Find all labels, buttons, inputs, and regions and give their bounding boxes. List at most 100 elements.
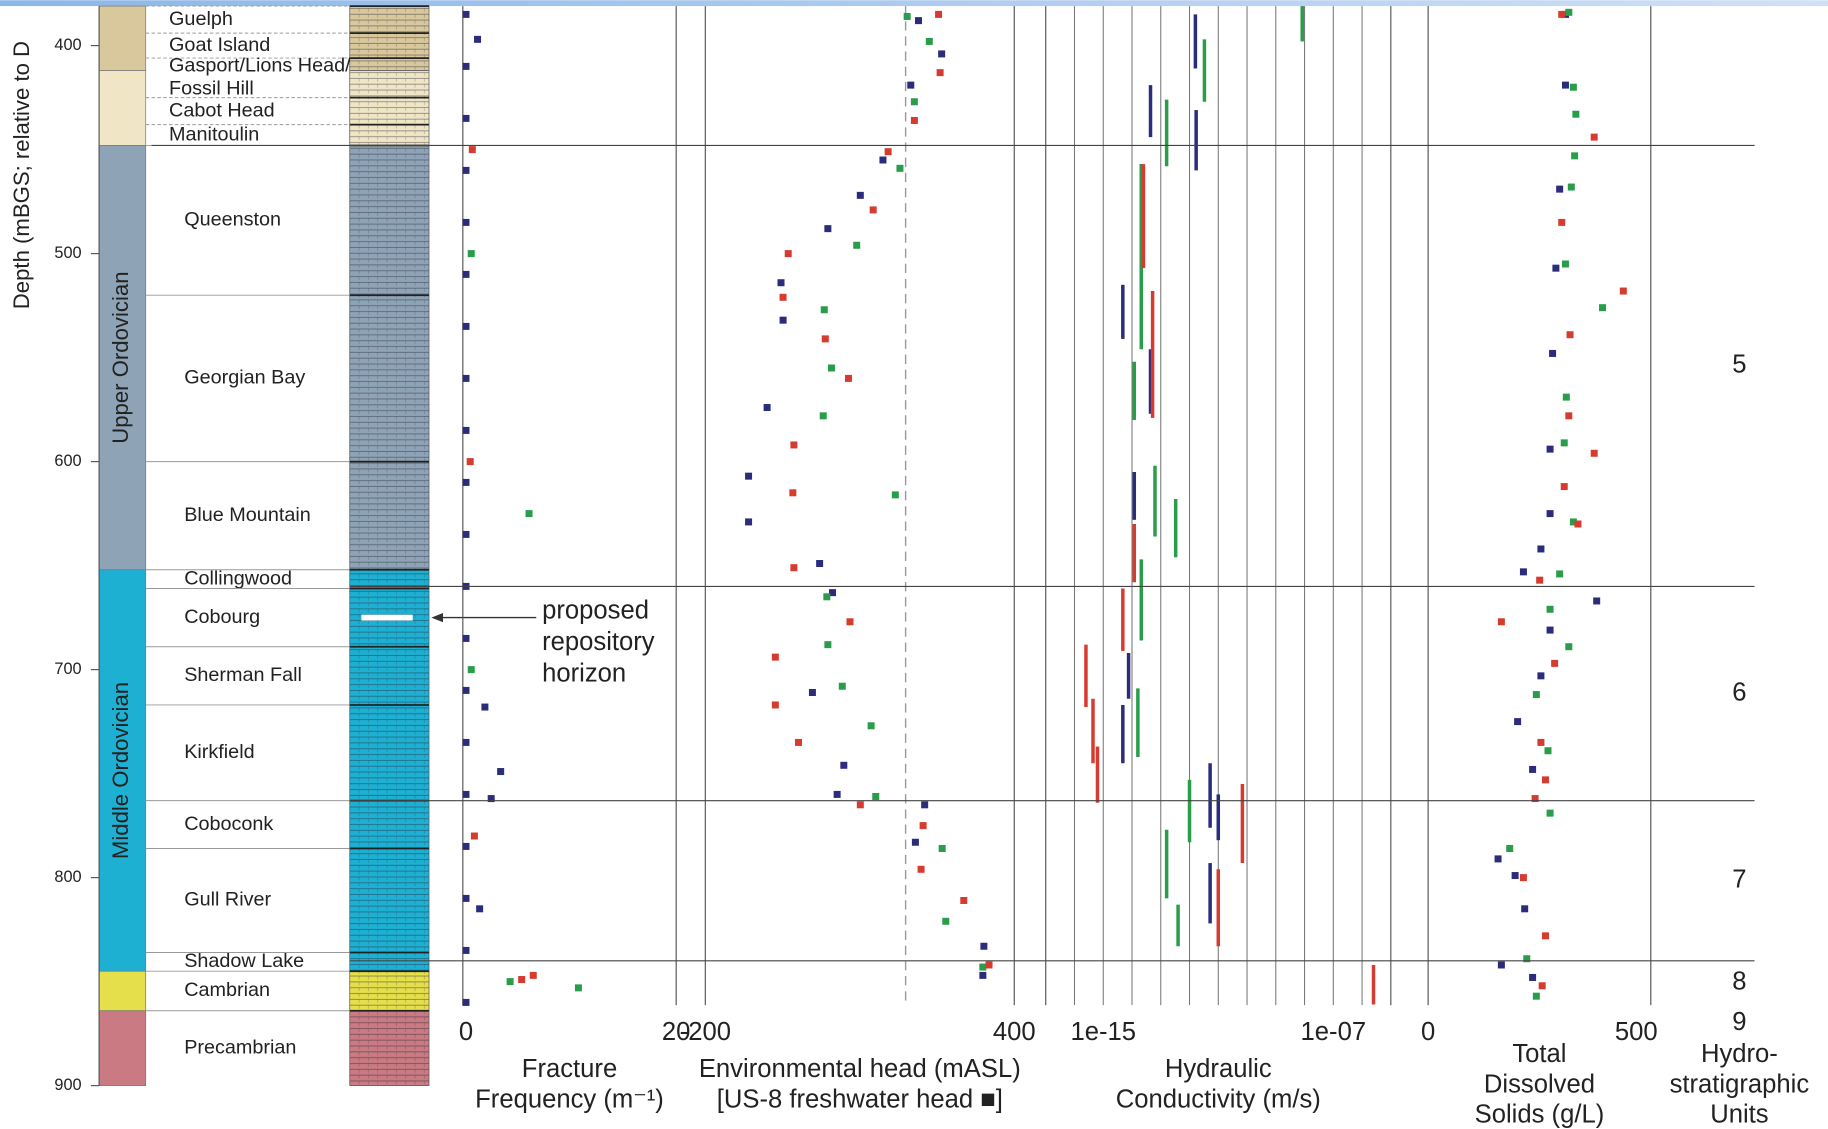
lithology-pattern (350, 570, 429, 971)
data-point (462, 687, 469, 694)
data-point (834, 791, 841, 798)
data-point (816, 560, 823, 567)
data-point (507, 978, 514, 985)
x-axis-title: Fracture (522, 1055, 617, 1083)
data-point (1561, 483, 1568, 490)
data-point (942, 918, 949, 925)
x-axis-title: Units (1710, 1101, 1768, 1129)
data-point (462, 427, 469, 434)
data-point (872, 793, 879, 800)
formation-label: Cabot Head (169, 99, 275, 121)
data-point (462, 947, 469, 954)
data-point (1556, 570, 1563, 577)
data-point (790, 441, 797, 448)
data-point (462, 895, 469, 902)
data-point (1561, 439, 1568, 446)
data-point (462, 479, 469, 486)
data-point (1593, 597, 1600, 604)
y-tick-label: 600 (54, 452, 81, 470)
data-point (474, 36, 481, 43)
lithology-pattern (350, 145, 429, 569)
data-point (935, 11, 942, 18)
data-point (795, 739, 802, 746)
data-point (1495, 855, 1502, 862)
data-point (847, 618, 854, 625)
data-point (1506, 845, 1513, 852)
data-point (1562, 82, 1569, 89)
data-point (1591, 450, 1598, 457)
y-tick-label: 500 (54, 244, 81, 262)
data-point (780, 317, 787, 324)
data-point (937, 69, 944, 76)
x-axis-title: Hydro- (1701, 1040, 1778, 1068)
data-point (790, 564, 797, 571)
data-point (1591, 134, 1598, 141)
x-tick-label: -200 (680, 1018, 731, 1046)
formation-label: Fossil Hill (169, 78, 254, 100)
system-block (99, 1011, 146, 1086)
data-point (912, 839, 919, 846)
data-point (821, 306, 828, 313)
formation-label: Georgian Bay (184, 367, 305, 389)
formation-label: Gasport/Lions Head/ (169, 54, 351, 76)
x-tick-label: 500 (1615, 1018, 1658, 1046)
x-axis-title: Dissolved (1484, 1070, 1595, 1098)
page: {"chart_data": [ {"type": "stratigraphy"… (0, 0, 1828, 1129)
data-point (476, 905, 483, 912)
data-point (911, 98, 918, 105)
data-point (1562, 261, 1569, 268)
data-point (745, 473, 752, 480)
data-point (462, 271, 469, 278)
data-point (1529, 974, 1536, 981)
formation-label: Shadow Lake (184, 950, 304, 972)
y-tick-label: 800 (54, 868, 81, 886)
data-point (920, 822, 927, 829)
data-point (1558, 219, 1565, 226)
data-point (885, 148, 892, 155)
x-axis-title: Total (1512, 1040, 1566, 1068)
formation-label: Guelph (169, 8, 233, 30)
data-point (1529, 766, 1536, 773)
system-block (99, 71, 146, 146)
data-point (918, 866, 925, 873)
data-point (1512, 872, 1519, 879)
system-label: Upper Ordovician (108, 271, 133, 443)
data-point (462, 843, 469, 850)
formation-label: Sherman Fall (184, 664, 302, 686)
data-point (462, 791, 469, 798)
data-point (469, 146, 476, 153)
data-point (1498, 618, 1505, 625)
data-point (462, 115, 469, 122)
data-point (462, 219, 469, 226)
data-point (471, 833, 478, 840)
data-point (892, 491, 899, 498)
data-point (907, 82, 914, 89)
formation-label: Goat Island (169, 34, 270, 56)
formation-label: Gull River (184, 889, 271, 911)
data-point (1572, 111, 1579, 118)
y-tick-label: 900 (54, 1076, 81, 1094)
data-point (828, 365, 835, 372)
data-point (824, 225, 831, 232)
data-point (1574, 521, 1581, 528)
x-tick-label: 400 (993, 1018, 1036, 1046)
data-point (526, 510, 533, 517)
data-point (468, 666, 475, 673)
data-point (938, 50, 945, 57)
data-point (467, 458, 474, 465)
data-point (1547, 810, 1554, 817)
repository-marker (361, 615, 412, 621)
x-tick-label: 1e-15 (1070, 1018, 1136, 1046)
data-point (1551, 660, 1558, 667)
formation-label: Queenston (184, 209, 281, 231)
data-point (1547, 446, 1554, 453)
data-point (1537, 739, 1544, 746)
data-point (778, 279, 785, 286)
data-point (1542, 932, 1549, 939)
data-point (462, 375, 469, 382)
unit-label: 5 (1732, 351, 1746, 379)
x-axis-title: Environmental head (mASL) (699, 1055, 1021, 1083)
lithology-pattern (350, 6, 429, 70)
data-point (462, 999, 469, 1006)
lithology-pattern (350, 71, 429, 146)
